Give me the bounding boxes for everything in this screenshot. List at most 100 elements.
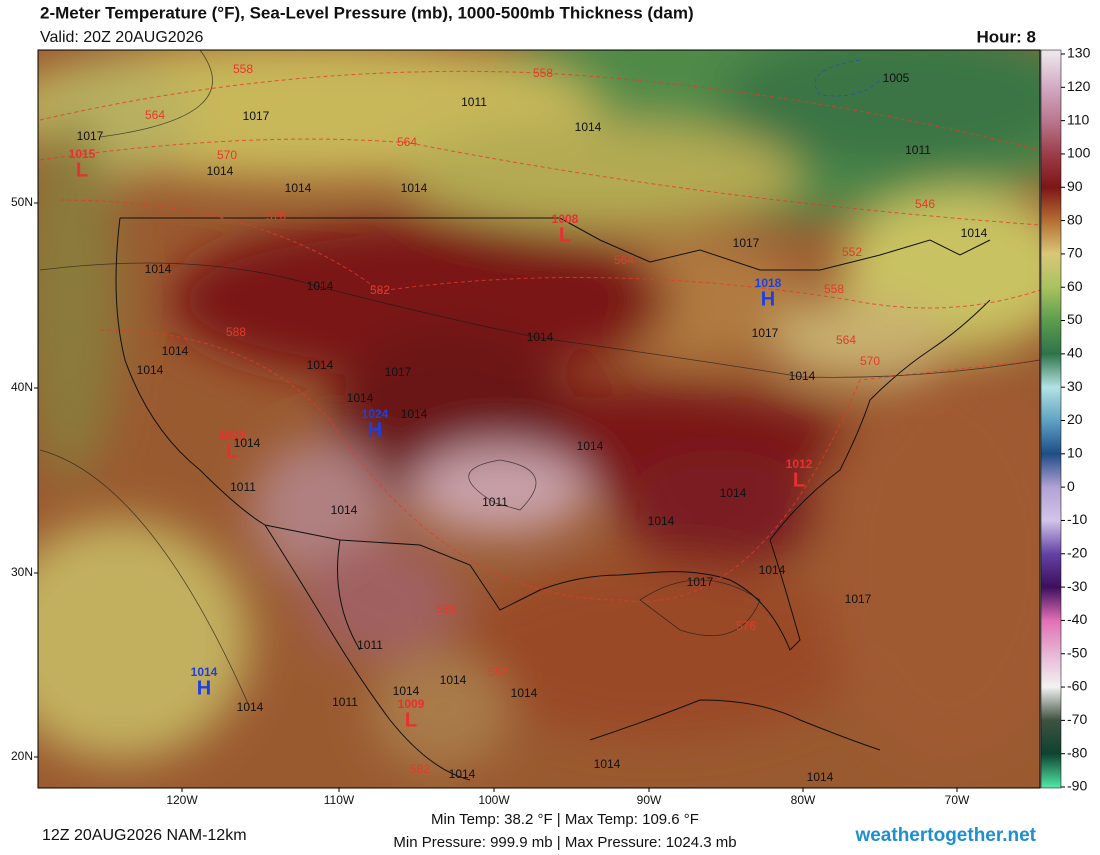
colorbar-tick-label: -90 bbox=[1067, 778, 1087, 794]
isobar-label: 1014 bbox=[234, 436, 261, 450]
isobar-label: 1011 bbox=[230, 480, 256, 494]
temperature-region bbox=[820, 360, 1040, 760]
border-line bbox=[120, 217, 991, 271]
isobar-label: 1011 bbox=[905, 143, 931, 157]
isobar bbox=[814, 59, 881, 97]
isobar-label: 1014 bbox=[393, 684, 420, 698]
longitude-label: 70W bbox=[945, 793, 970, 807]
colorbar-tick-label: -50 bbox=[1067, 644, 1087, 660]
colorbar-tick-label: 0 bbox=[1067, 478, 1075, 494]
colorbar-tick-label: 40 bbox=[1067, 345, 1083, 361]
axes: 50N 40N 30N 20N 120W 110W 100W 90W 80W 70W 130 120 1… bbox=[11, 45, 1091, 807]
isobar bbox=[99, 50, 761, 637]
thickness-label: 564 bbox=[614, 253, 634, 267]
mexico-coast bbox=[264, 524, 471, 781]
isobar-label: 1014 bbox=[759, 563, 786, 577]
colorbar-tick-label: 90 bbox=[1067, 178, 1083, 194]
pressure-center-letter: H bbox=[761, 288, 775, 310]
isobar-label: 1017 bbox=[687, 575, 714, 589]
colorbar-tick-label: 50 bbox=[1067, 311, 1083, 327]
longitude-label: 110W bbox=[324, 793, 355, 807]
pressure-center-value: 1009 bbox=[219, 428, 246, 442]
cuba bbox=[589, 699, 881, 751]
isobar-label: 1017 bbox=[752, 326, 779, 340]
isobar-label: 1011 bbox=[357, 638, 383, 652]
isobar-label: 1017 bbox=[243, 109, 270, 123]
pressure-center-letter: H bbox=[197, 677, 211, 699]
model-run: 12Z 20AUG2026 NAM-12km bbox=[42, 827, 247, 844]
thickness-contour bbox=[59, 199, 1040, 309]
temperature-region bbox=[720, 50, 1040, 170]
isobar-label: 1014 bbox=[961, 226, 988, 240]
map-area: 1011 1017 1014 1005 1011 1017 1014 1014 1014 1017… bbox=[38, 50, 1040, 788]
isobar-label: 1014 bbox=[789, 369, 816, 383]
pressure-stats: Min Pressure: 999.9 mb | Max Pressure: 1… bbox=[393, 834, 736, 850]
isobars bbox=[39, 50, 1040, 709]
isobar-label: 1014 bbox=[575, 120, 602, 134]
longitude-label: 100W bbox=[478, 793, 510, 807]
map-title: 2-Meter Temperature (°F), Sea-Level Pres… bbox=[40, 3, 694, 22]
pressure-center-letter: L bbox=[405, 709, 417, 731]
longitude-label: 90W bbox=[637, 793, 662, 807]
colorbar-tick-label: 60 bbox=[1067, 278, 1083, 294]
isobar-label: 1014 bbox=[449, 767, 476, 781]
isobar-label: 1017 bbox=[77, 129, 104, 143]
thickness-label: 552 bbox=[842, 245, 862, 259]
latitude-label: 50N bbox=[11, 195, 33, 209]
colorbar-tick-label: -20 bbox=[1067, 544, 1087, 560]
forecast-hour: Hour: 8 bbox=[977, 27, 1037, 46]
thickness-label: 570 bbox=[217, 148, 237, 162]
latitude-label: 20N bbox=[11, 749, 33, 763]
thickness-label: 588 bbox=[226, 325, 246, 339]
brand[interactable]: weathertogether.net bbox=[854, 825, 1036, 846]
colorbar-tick-label: -30 bbox=[1067, 578, 1087, 594]
colorbar-tick-label: 70 bbox=[1067, 245, 1083, 261]
isobar-label: 1014 bbox=[440, 673, 467, 687]
isobar-label: 1014 bbox=[237, 700, 264, 714]
isobar-label: 1014 bbox=[720, 486, 747, 500]
temperature-region bbox=[38, 520, 250, 760]
thickness-label: 564 bbox=[397, 135, 417, 149]
isobar bbox=[39, 449, 537, 709]
colorbar bbox=[1040, 49, 1062, 789]
isobar-label: 1011 bbox=[461, 95, 487, 109]
temperature-region bbox=[170, 220, 670, 380]
colorbar-tick-label: 120 bbox=[1067, 78, 1091, 94]
colorbar-tick-label: -60 bbox=[1067, 678, 1087, 694]
pressure-center-value: 1009 bbox=[398, 697, 425, 711]
latitude-label: 30N bbox=[11, 565, 33, 579]
isobar-label: 1014 bbox=[347, 391, 374, 405]
thickness-contour bbox=[39, 138, 1040, 226]
colorbar-tick-label: -40 bbox=[1067, 611, 1087, 627]
colorbar-tick-label: 110 bbox=[1067, 111, 1090, 127]
isobar-label: 1014 bbox=[807, 770, 834, 784]
isobar bbox=[39, 262, 1040, 378]
isobar-label: 1014 bbox=[527, 330, 554, 344]
temperature-region bbox=[400, 120, 800, 230]
isobar-label: 1014 bbox=[207, 164, 234, 178]
thickness-label: 558 bbox=[233, 62, 253, 76]
thickness-contours bbox=[39, 70, 1040, 602]
isobar-label: 1014 bbox=[401, 181, 428, 195]
temperature-region bbox=[460, 560, 860, 740]
colorbar-tick-label: 10 bbox=[1067, 445, 1083, 461]
isobar-label: 1014 bbox=[145, 262, 172, 276]
isobar-label: 1014 bbox=[331, 503, 358, 517]
isobar-label: 1014 bbox=[307, 279, 334, 293]
thickness-label: 546 bbox=[915, 197, 935, 211]
latitude-label: 40N bbox=[11, 380, 33, 394]
temperature-stats: Min Temp: 38.2 °F | Max Temp: 109.6 °F bbox=[431, 811, 699, 828]
isobar-label: 1014 bbox=[285, 181, 312, 195]
isobar-label: 1014 bbox=[648, 514, 675, 528]
pressure-center-letter: L bbox=[559, 224, 571, 246]
pressure-center-value: 1018 bbox=[755, 276, 782, 290]
colorbar-tick-label: 130 bbox=[1067, 45, 1091, 61]
boundaries bbox=[115, 217, 991, 781]
temperature-region bbox=[38, 120, 120, 480]
thickness-label: 558 bbox=[824, 282, 844, 296]
valid-time: Valid: 20Z 20AUG2026 bbox=[40, 29, 203, 46]
isobar-label: 1014 bbox=[577, 439, 604, 453]
isobar-label: 1017 bbox=[845, 592, 872, 606]
pressure-center-letter: H bbox=[368, 419, 382, 441]
